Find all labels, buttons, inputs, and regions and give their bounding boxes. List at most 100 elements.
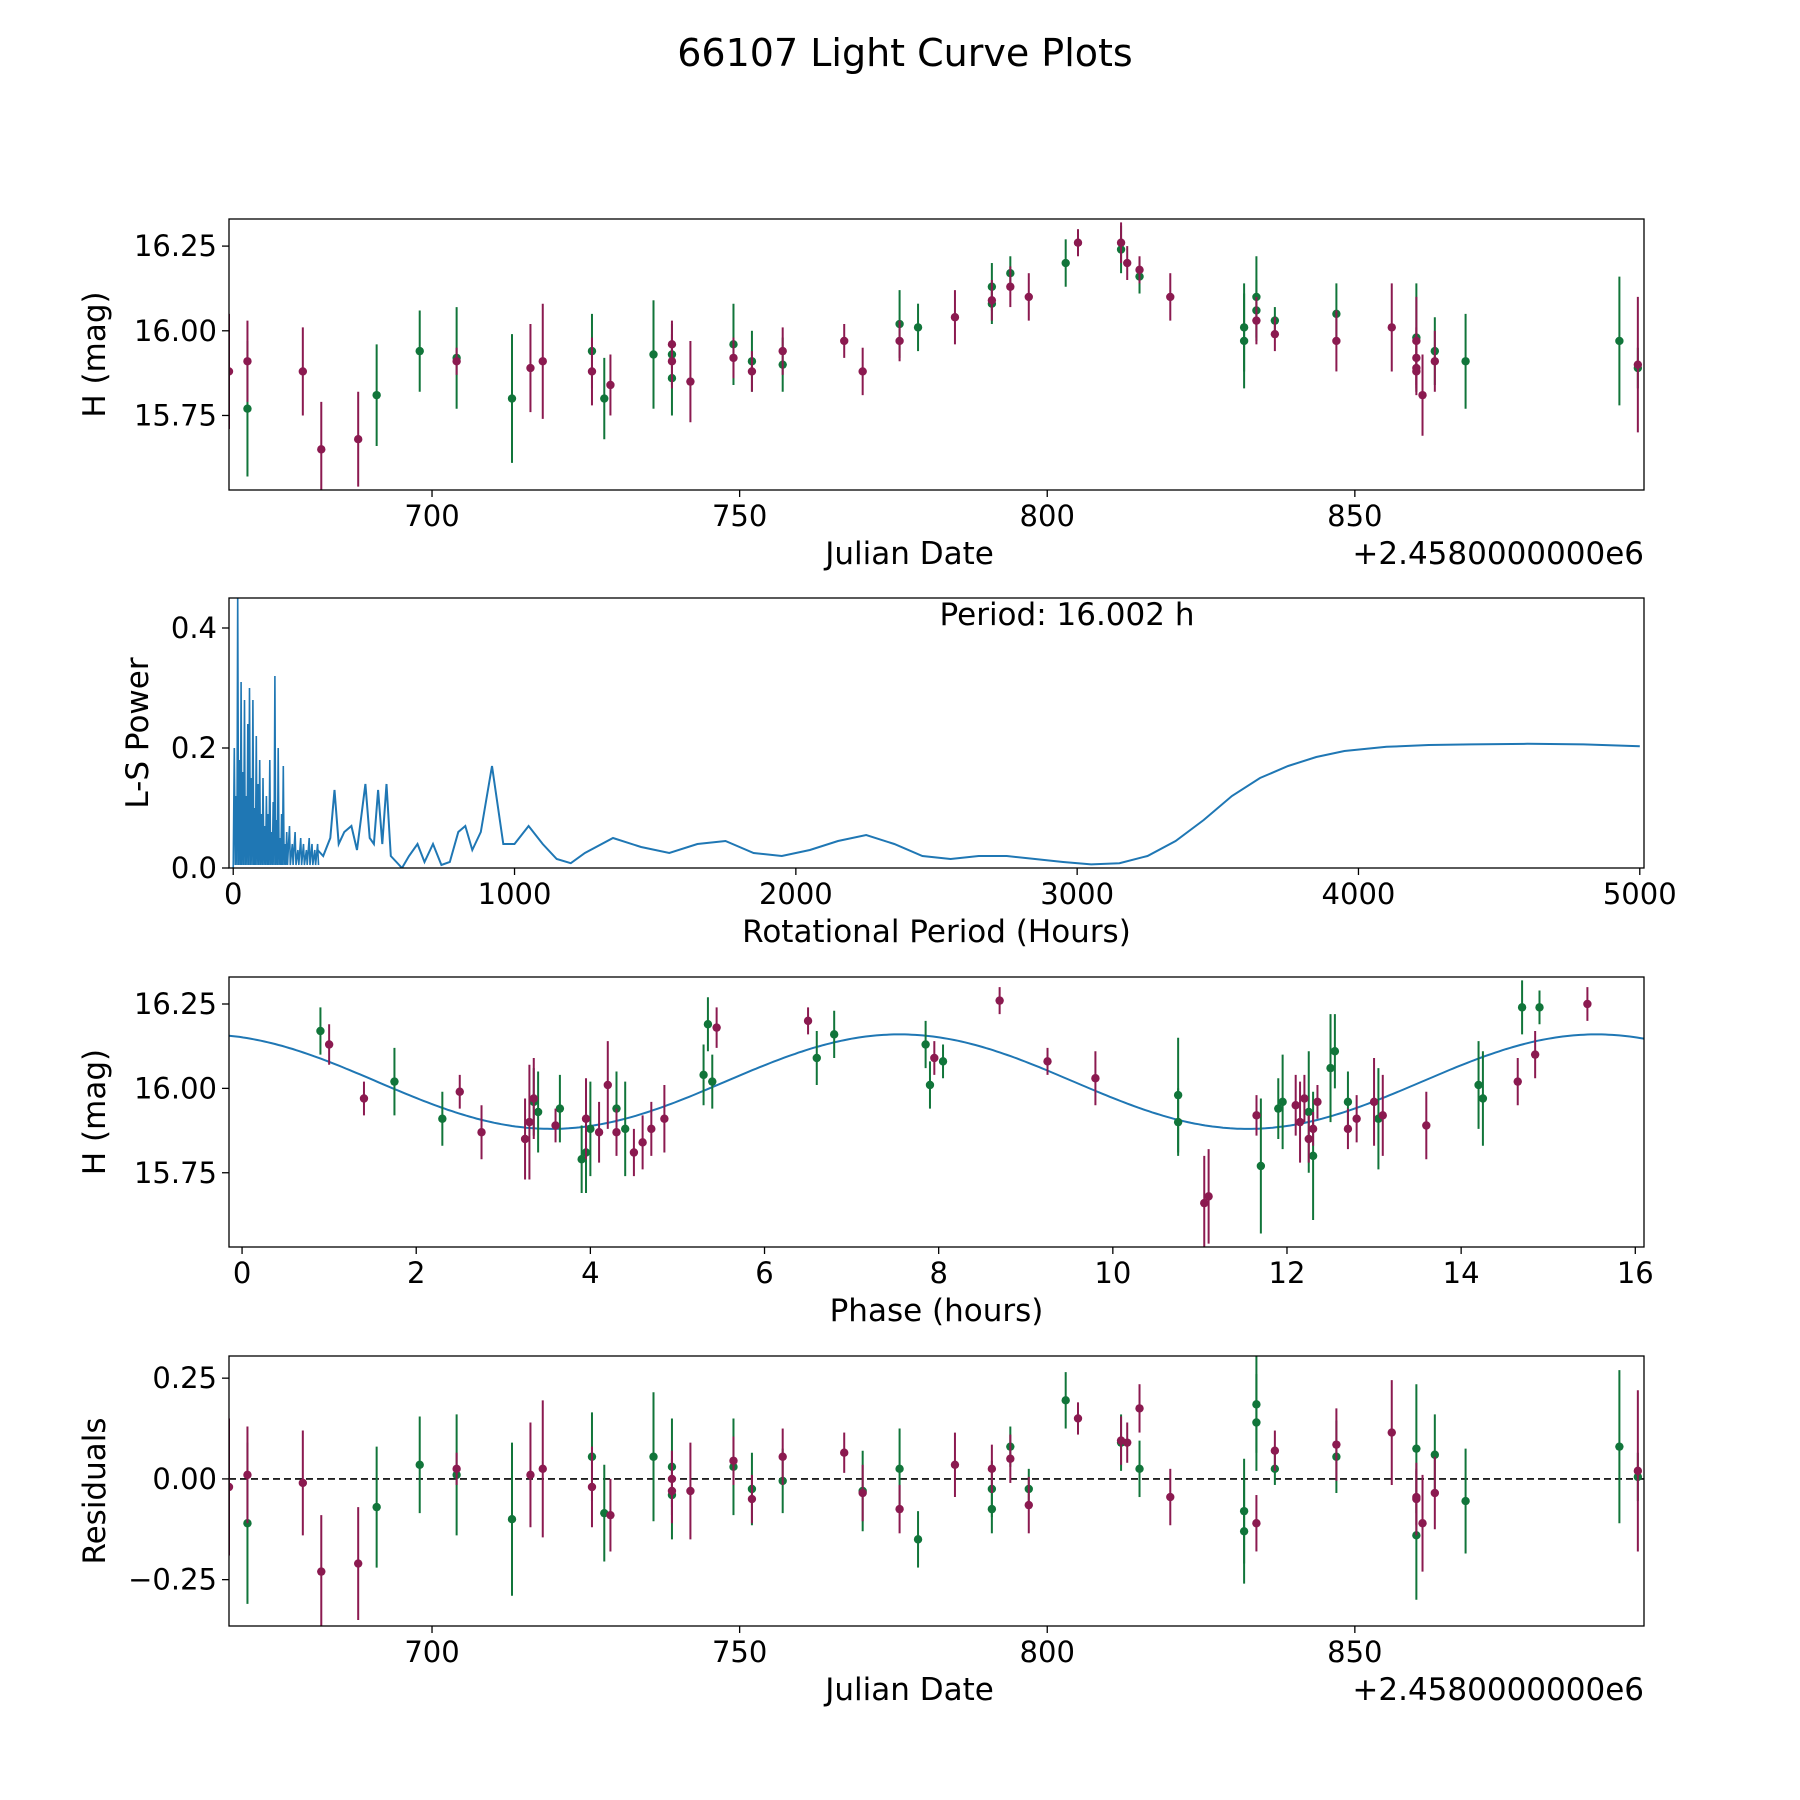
marker bbox=[594, 1128, 604, 1137]
x-tick-label: 2000 bbox=[759, 877, 833, 911]
data-point-magenta bbox=[895, 1484, 904, 1534]
marker bbox=[686, 1486, 695, 1496]
data-point-magenta bbox=[1378, 1074, 1387, 1156]
x-tick-label: 2 bbox=[407, 1256, 425, 1290]
data-point-magenta bbox=[520, 1098, 530, 1180]
marker bbox=[526, 363, 535, 373]
data-point-green bbox=[1061, 1372, 1070, 1429]
marker bbox=[1252, 1111, 1261, 1120]
data-point-magenta bbox=[317, 401, 326, 490]
marker bbox=[1173, 1117, 1183, 1127]
data-point-magenta bbox=[359, 1081, 369, 1116]
data-point-green bbox=[1474, 1041, 1483, 1129]
data-point-green bbox=[812, 1031, 821, 1085]
data-point-green bbox=[708, 1054, 717, 1109]
marker bbox=[1166, 1492, 1175, 1502]
marker bbox=[1308, 1124, 1318, 1134]
data-point-green bbox=[1239, 1458, 1249, 1564]
marker bbox=[1204, 1192, 1213, 1201]
data-point-green bbox=[938, 1044, 948, 1079]
x-tick-label: 700 bbox=[404, 1635, 459, 1669]
marker bbox=[712, 1023, 721, 1032]
data-point-green bbox=[316, 1007, 325, 1055]
marker bbox=[1387, 323, 1396, 332]
marker bbox=[243, 1470, 252, 1480]
data-point-magenta bbox=[1387, 1380, 1396, 1485]
data-point-magenta bbox=[452, 1452, 461, 1485]
marker bbox=[452, 1464, 461, 1474]
marker bbox=[840, 336, 849, 346]
data-point-magenta bbox=[1583, 987, 1592, 1021]
marker bbox=[950, 1460, 960, 1470]
marker bbox=[229, 367, 234, 376]
x-offset-text: +2.4580000000e6 bbox=[1352, 536, 1644, 572]
data-point-green bbox=[921, 1020, 930, 1069]
x-tick-label: 700 bbox=[404, 499, 459, 533]
series-green bbox=[243, 1356, 1643, 1604]
marker bbox=[1343, 1097, 1353, 1107]
marker bbox=[699, 1070, 708, 1080]
data-point-magenta bbox=[243, 320, 252, 402]
data-point-magenta bbox=[729, 1436, 738, 1485]
data-point-magenta bbox=[987, 1444, 997, 1494]
x-tick-label: 5000 bbox=[1603, 877, 1677, 911]
axes-frame bbox=[228, 218, 1645, 491]
y-axis-label: L-S Power bbox=[120, 657, 156, 808]
marker bbox=[1430, 1488, 1440, 1498]
data-point-magenta bbox=[686, 340, 695, 423]
data-point-magenta bbox=[298, 327, 308, 416]
marker bbox=[600, 394, 609, 403]
marker bbox=[930, 1053, 939, 1063]
data-point-magenta bbox=[930, 1041, 939, 1075]
data-point-magenta bbox=[1043, 1047, 1052, 1075]
marker bbox=[686, 377, 695, 386]
x-axis-label: Julian Date bbox=[823, 536, 994, 572]
marker bbox=[353, 434, 363, 444]
marker bbox=[1418, 1519, 1427, 1528]
plot-area-periodogram bbox=[232, 598, 1640, 868]
marker bbox=[1135, 1404, 1144, 1413]
marker bbox=[1418, 390, 1427, 400]
data-point-green bbox=[438, 1091, 447, 1146]
data-point-magenta bbox=[1332, 1408, 1341, 1481]
data-point-green bbox=[507, 334, 517, 463]
data-point-green bbox=[390, 1047, 399, 1116]
data-point-green bbox=[555, 1074, 565, 1143]
data-point-magenta bbox=[594, 1101, 604, 1163]
marker bbox=[778, 346, 787, 356]
marker bbox=[895, 336, 904, 346]
marker bbox=[1135, 1464, 1144, 1474]
panel-periodogram: Period: 16.002 h 0 1000 2000 3000 4000 5000 0.0… bbox=[120, 597, 1677, 950]
marker bbox=[415, 346, 424, 356]
x-tick-label: 800 bbox=[1020, 1635, 1075, 1669]
marker bbox=[660, 1114, 669, 1123]
marker bbox=[1116, 238, 1126, 247]
data-point-green bbox=[372, 344, 381, 446]
data-point-green bbox=[577, 1125, 586, 1193]
data-point-magenta bbox=[1369, 1058, 1379, 1146]
marker bbox=[603, 1080, 612, 1090]
marker bbox=[1043, 1057, 1052, 1066]
data-point-magenta bbox=[525, 1064, 534, 1180]
marker bbox=[987, 1504, 997, 1514]
marker bbox=[895, 1504, 904, 1514]
data-point-magenta bbox=[895, 320, 904, 362]
marker bbox=[1332, 1440, 1341, 1449]
data-point-magenta bbox=[950, 290, 960, 345]
marker bbox=[647, 1124, 656, 1134]
marker bbox=[1430, 1450, 1440, 1459]
data-point-magenta bbox=[1024, 1476, 1033, 1534]
x-tick-label: 16 bbox=[1617, 1256, 1654, 1290]
data-point-magenta bbox=[1252, 296, 1261, 345]
data-point-magenta bbox=[1270, 317, 1280, 352]
data-point-magenta bbox=[1200, 1155, 1209, 1247]
y-tick-label: 0.25 bbox=[152, 1361, 217, 1395]
data-point-magenta bbox=[551, 1108, 560, 1143]
marker bbox=[538, 1464, 547, 1474]
y-tick-label: 15.75 bbox=[134, 1156, 217, 1190]
data-point-magenta bbox=[778, 327, 787, 375]
series-green bbox=[243, 225, 1643, 477]
plot-area-residuals bbox=[229, 1356, 1644, 1626]
marker bbox=[612, 1128, 621, 1137]
marker bbox=[913, 323, 923, 332]
